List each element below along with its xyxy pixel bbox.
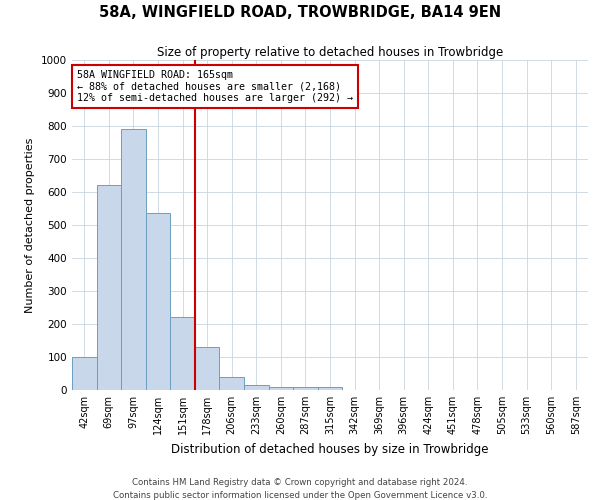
Bar xyxy=(72,357,97,390)
Bar xyxy=(146,214,170,390)
Bar xyxy=(293,386,318,390)
Bar xyxy=(269,386,293,390)
Text: 58A WINGFIELD ROAD: 165sqm
← 88% of detached houses are smaller (2,168)
12% of s: 58A WINGFIELD ROAD: 165sqm ← 88% of deta… xyxy=(77,70,353,103)
Text: Contains HM Land Registry data © Crown copyright and database right 2024.
Contai: Contains HM Land Registry data © Crown c… xyxy=(113,478,487,500)
Bar xyxy=(318,386,342,390)
Text: 58A, WINGFIELD ROAD, TROWBRIDGE, BA14 9EN: 58A, WINGFIELD ROAD, TROWBRIDGE, BA14 9E… xyxy=(99,5,501,20)
X-axis label: Distribution of detached houses by size in Trowbridge: Distribution of detached houses by size … xyxy=(171,442,489,456)
Bar xyxy=(244,385,269,390)
Bar xyxy=(121,130,146,390)
Y-axis label: Number of detached properties: Number of detached properties xyxy=(25,138,35,312)
Bar xyxy=(220,377,244,390)
Bar xyxy=(97,186,121,390)
Title: Size of property relative to detached houses in Trowbridge: Size of property relative to detached ho… xyxy=(157,46,503,59)
Bar xyxy=(195,347,220,390)
Bar xyxy=(170,318,195,390)
